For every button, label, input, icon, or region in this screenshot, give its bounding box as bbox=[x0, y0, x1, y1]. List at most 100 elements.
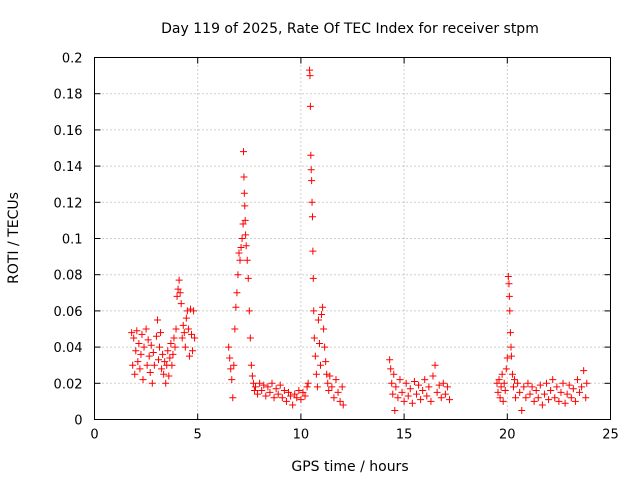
data-point bbox=[530, 397, 538, 405]
data-point bbox=[176, 289, 184, 297]
data-point bbox=[310, 334, 318, 342]
data-point bbox=[322, 358, 330, 366]
data-point bbox=[234, 271, 242, 279]
data-point bbox=[162, 379, 170, 387]
data-point bbox=[502, 365, 510, 373]
data-point bbox=[323, 370, 331, 378]
axis-ticks: 0 5 10 15 20 25 0 0.02 0.04 0.06 0.08 0.1 0.12 0.14 0.… bbox=[54, 52, 619, 443]
data-point bbox=[250, 387, 258, 395]
data-point bbox=[518, 406, 526, 414]
data-point bbox=[499, 397, 507, 405]
data-point bbox=[317, 361, 325, 369]
data-point bbox=[308, 177, 316, 185]
data-point bbox=[303, 383, 311, 391]
data-point bbox=[505, 280, 513, 288]
data-point bbox=[319, 303, 327, 311]
data-point bbox=[274, 390, 282, 398]
data-point bbox=[133, 327, 141, 335]
data-point bbox=[262, 392, 270, 400]
data-point bbox=[226, 354, 234, 362]
y-tick-label: 0.2 bbox=[62, 52, 83, 67]
data-point bbox=[528, 383, 536, 391]
data-point bbox=[553, 383, 561, 391]
data-point bbox=[189, 347, 197, 355]
data-point bbox=[178, 334, 186, 342]
data-point bbox=[237, 244, 245, 252]
y-tick-label: 0.16 bbox=[54, 124, 83, 139]
data-point bbox=[507, 343, 515, 351]
data-point bbox=[179, 321, 187, 329]
data-point bbox=[423, 392, 431, 400]
data-point bbox=[287, 392, 295, 400]
data-point bbox=[180, 329, 188, 337]
data-point bbox=[336, 397, 344, 405]
data-point bbox=[142, 325, 150, 333]
y-tick-label: 0.12 bbox=[54, 196, 83, 211]
data-point bbox=[582, 394, 590, 402]
data-point bbox=[157, 329, 165, 337]
data-point bbox=[143, 361, 151, 369]
data-point bbox=[165, 372, 173, 380]
data-point bbox=[256, 379, 264, 387]
data-point bbox=[330, 394, 338, 402]
x-tick-label: 10 bbox=[293, 428, 310, 443]
data-point bbox=[386, 356, 394, 364]
data-point bbox=[551, 394, 559, 402]
x-tick-label: 5 bbox=[194, 428, 202, 443]
data-point bbox=[278, 394, 286, 402]
data-point bbox=[563, 390, 571, 398]
data-point bbox=[254, 390, 262, 398]
data-point bbox=[509, 383, 517, 391]
data-point bbox=[240, 148, 248, 156]
data-point bbox=[417, 396, 425, 404]
data-point bbox=[147, 341, 155, 349]
data-point bbox=[276, 381, 284, 389]
data-point bbox=[185, 352, 193, 360]
data-point bbox=[139, 376, 147, 384]
data-point bbox=[239, 220, 247, 228]
data-point bbox=[297, 396, 305, 404]
data-point bbox=[545, 396, 553, 404]
data-point bbox=[406, 385, 414, 393]
data-point bbox=[170, 334, 178, 342]
data-point bbox=[505, 292, 513, 300]
data-point bbox=[154, 356, 162, 364]
data-point bbox=[293, 394, 301, 402]
data-point bbox=[129, 361, 137, 369]
data-point bbox=[140, 343, 148, 351]
data-point bbox=[258, 387, 266, 395]
data-point bbox=[186, 305, 194, 313]
data-point bbox=[508, 370, 516, 378]
data-point bbox=[580, 367, 588, 375]
data-point bbox=[565, 381, 573, 389]
data-point bbox=[557, 388, 565, 396]
data-point bbox=[231, 325, 239, 333]
data-point bbox=[132, 347, 140, 355]
data-point bbox=[439, 379, 447, 387]
data-point bbox=[245, 307, 253, 315]
data-point bbox=[431, 361, 439, 369]
data-point bbox=[164, 347, 172, 355]
data-point bbox=[159, 350, 167, 358]
data-point bbox=[289, 401, 297, 409]
data-point bbox=[506, 307, 514, 315]
grid-lines bbox=[94, 57, 611, 420]
data-point bbox=[167, 339, 175, 347]
data-point bbox=[137, 350, 145, 358]
data-point bbox=[241, 216, 249, 224]
data-point bbox=[246, 334, 254, 342]
data-point bbox=[135, 339, 143, 347]
data-point bbox=[240, 189, 248, 197]
data-point bbox=[561, 399, 569, 407]
data-point bbox=[310, 307, 318, 315]
data-point bbox=[149, 349, 157, 357]
data-point bbox=[260, 381, 268, 389]
data-point bbox=[280, 387, 288, 395]
data-point bbox=[232, 303, 240, 311]
data-point bbox=[309, 247, 317, 255]
data-point bbox=[148, 379, 156, 387]
data-point bbox=[390, 370, 398, 378]
data-point bbox=[153, 316, 161, 324]
data-point bbox=[301, 392, 309, 400]
data-point bbox=[225, 343, 233, 351]
